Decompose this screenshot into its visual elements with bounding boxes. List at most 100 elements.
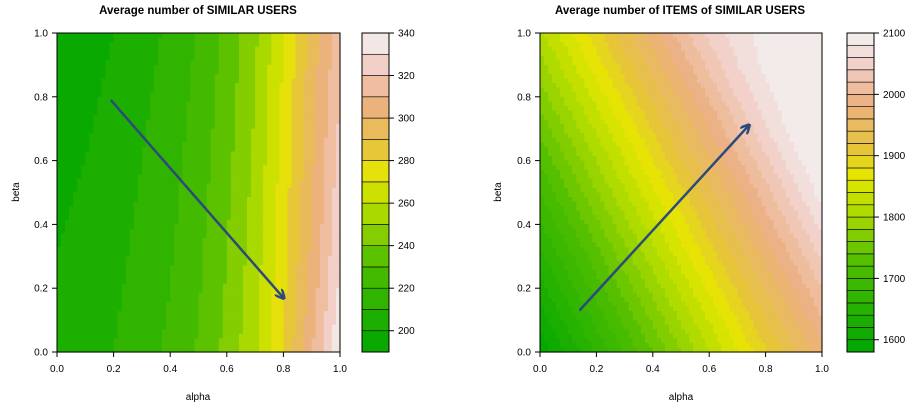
contour-cell <box>251 37 256 43</box>
contour-cell <box>105 46 111 52</box>
contour-cell <box>101 274 107 280</box>
contour-cell <box>299 169 305 175</box>
contour-cell <box>137 283 143 289</box>
contour-cell <box>101 301 107 308</box>
contour-cell <box>263 292 268 298</box>
contour-cell <box>89 247 94 253</box>
contour-cell <box>230 64 236 71</box>
contour-cell <box>145 292 151 298</box>
contour-cell <box>242 87 248 93</box>
contour-cell <box>259 46 264 52</box>
contour-cell <box>255 42 260 48</box>
contour-cell <box>295 338 301 344</box>
contour-cell <box>295 238 301 244</box>
contour-cell <box>303 142 309 148</box>
contour-cell <box>315 274 321 280</box>
contour-cell <box>65 333 70 339</box>
contour-cell <box>291 133 297 139</box>
contour-cell <box>93 69 99 75</box>
contour-cell <box>255 142 260 148</box>
contour-cell <box>210 301 216 308</box>
contour-cell <box>85 137 90 143</box>
contour-cell <box>335 201 341 207</box>
contour-cell <box>287 133 293 139</box>
contour-cell <box>121 33 127 39</box>
contour-cell <box>234 251 240 257</box>
contour-cell <box>93 329 99 335</box>
contour-cell <box>218 133 224 139</box>
contour-cell <box>242 151 248 157</box>
contour-cell <box>255 146 260 153</box>
contour-cell <box>206 288 212 294</box>
contour-cell <box>57 110 62 116</box>
contour-cell <box>295 151 301 157</box>
contour-cell <box>202 320 208 326</box>
contour-cell <box>129 51 135 57</box>
contour-cell <box>101 183 107 189</box>
contour-cell <box>190 128 196 134</box>
contour-cell <box>125 69 131 75</box>
contour-cell <box>174 156 179 162</box>
contour-cell <box>89 301 94 308</box>
contour-cell <box>81 51 86 57</box>
contour-cell <box>77 342 82 349</box>
contour-cell <box>166 60 171 66</box>
contour-cell <box>210 42 216 48</box>
contour-cell <box>166 206 171 212</box>
contour-cell <box>291 37 297 43</box>
contour-cell <box>303 160 309 166</box>
contour-cell <box>77 74 82 80</box>
contour-cell <box>178 133 183 139</box>
contour-cell <box>77 69 82 75</box>
contour-cell <box>299 64 305 71</box>
contour-cell <box>226 110 232 116</box>
contour-cell <box>267 78 272 84</box>
contour-cell <box>327 310 333 317</box>
contour-cell <box>149 51 155 57</box>
contour-cell <box>166 92 171 98</box>
contour-cell <box>65 251 70 257</box>
contour-cell <box>154 128 159 134</box>
contour-cell <box>170 338 175 344</box>
contour-cell <box>226 256 232 262</box>
contour-cell <box>158 260 163 267</box>
contour-cell <box>331 55 337 61</box>
contour-cell <box>299 178 305 184</box>
contour-cell <box>166 55 171 61</box>
contour-cell <box>283 33 289 39</box>
contour-cell <box>133 142 139 148</box>
contour-cell <box>242 329 248 335</box>
contour-cell <box>295 187 301 194</box>
contour-cell <box>198 333 204 339</box>
contour-cell <box>279 301 284 308</box>
contour-cell <box>77 201 82 207</box>
contour-cell <box>210 247 216 253</box>
contour-cell <box>162 242 167 248</box>
contour-cell <box>198 51 204 57</box>
contour-cell <box>315 251 321 257</box>
contour-cell <box>178 142 183 148</box>
contour-cell <box>214 242 220 248</box>
contour-cell <box>174 178 179 184</box>
contour-cell <box>129 156 135 162</box>
contour-cell <box>125 265 131 271</box>
contour-cell <box>307 306 313 312</box>
contour-cell <box>279 151 284 157</box>
contour-cell <box>255 101 260 107</box>
contour-cell <box>311 310 317 317</box>
contour-cell <box>125 215 131 221</box>
contour-cell <box>327 64 333 71</box>
contour-cell <box>198 156 204 162</box>
contour-cell <box>275 206 280 212</box>
contour-cell <box>141 119 147 125</box>
contour-cell <box>190 183 196 189</box>
contour-cell <box>121 87 127 93</box>
contour-cell <box>97 187 103 194</box>
contour-cell <box>307 55 313 61</box>
contour-cell <box>182 78 187 84</box>
contour-cell <box>234 69 240 75</box>
contour-cell <box>210 60 216 66</box>
contour-cell <box>319 183 325 189</box>
contour-cell <box>186 42 192 48</box>
contour-cell <box>226 197 232 203</box>
